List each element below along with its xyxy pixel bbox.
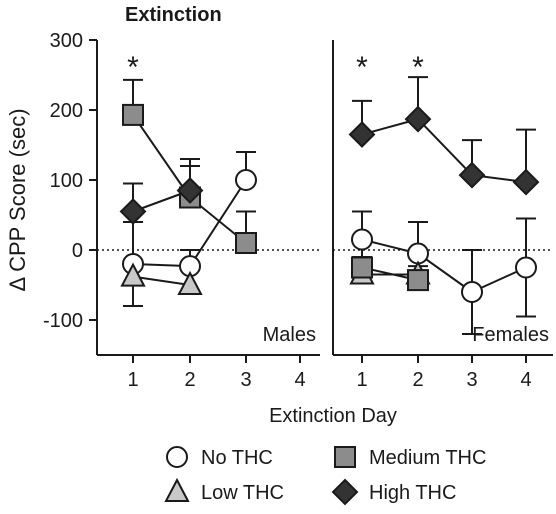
y-tick-label: 0 — [72, 240, 83, 262]
medium-thc-legend-marker — [334, 446, 356, 468]
series-line — [417, 118, 473, 176]
y-tick-label: 200 — [50, 100, 83, 122]
panel-females: 1 2 3 4 Females * * — [332, 40, 553, 391]
no-thc-point — [235, 169, 257, 191]
high-thc-point — [176, 177, 204, 204]
x-tick-label: 3 — [466, 369, 477, 391]
low-thc-point — [120, 262, 146, 287]
y-tick-label: 100 — [50, 170, 83, 192]
medium-thc-point — [407, 269, 429, 292]
high-thc-legend-marker — [331, 478, 359, 506]
x-tick-label: 3 — [240, 369, 251, 391]
x-tick-label: 1 — [127, 369, 138, 391]
panel-label: Females — [472, 324, 549, 346]
low-thc-legend-marker — [164, 477, 190, 502]
x-axis-label: Extinction Day — [269, 405, 397, 427]
y-axis-label: Δ CPP Score (sec) — [5, 108, 30, 291]
no-thc-point — [351, 228, 373, 251]
legend-item-medium-thc: Medium THC — [334, 446, 486, 469]
series-line — [417, 252, 473, 293]
legend: No THC Medium THC Low THC High THC — [164, 446, 486, 506]
medium-thc-point — [351, 256, 373, 279]
legend-item-no-thc: No THC — [166, 446, 273, 469]
axes: 300 200 100 0 -100 — [43, 30, 98, 355]
high-thc-point — [348, 121, 376, 148]
legend-label: High THC — [369, 482, 456, 504]
high-thc-point — [512, 168, 540, 196]
panel-label: Males — [263, 324, 316, 346]
high-thc-point — [458, 161, 486, 189]
plot-panels: 1 2 3 4 Males * 1 2 3 4 Females * * — [97, 40, 553, 391]
legend-label: No THC — [201, 447, 273, 469]
no-thc-point — [461, 281, 483, 303]
medium-thc-point — [235, 232, 257, 254]
legend-label: Medium THC — [369, 447, 486, 469]
high-thc-point — [119, 198, 147, 225]
high-thc-point — [404, 105, 432, 133]
legend-item-high-thc: High THC — [331, 478, 456, 506]
significance-star: * — [127, 51, 139, 84]
low-thc-point — [177, 270, 203, 295]
series-line — [132, 114, 191, 199]
significance-star: * — [356, 51, 368, 84]
no-thc-point — [515, 256, 537, 279]
x-tick-label: 1 — [356, 369, 367, 391]
series-line — [132, 275, 191, 286]
series-line — [189, 179, 247, 267]
y-tick-label: 300 — [50, 30, 83, 52]
legend-label: Low THC — [201, 482, 284, 504]
y-tick-label: -100 — [43, 310, 83, 332]
x-tick-label: 2 — [184, 369, 195, 391]
legend-item-low-thc: Low THC — [164, 477, 284, 504]
x-tick-label: 4 — [294, 369, 305, 391]
no-thc-legend-marker — [166, 446, 188, 468]
panel-males: 1 2 3 4 Males * — [97, 51, 320, 391]
medium-thc-point — [122, 103, 144, 126]
chart-title: Extinction — [125, 4, 222, 26]
significance-star: * — [412, 51, 424, 84]
x-tick-label: 2 — [412, 369, 423, 391]
x-tick-label: 4 — [520, 369, 531, 391]
